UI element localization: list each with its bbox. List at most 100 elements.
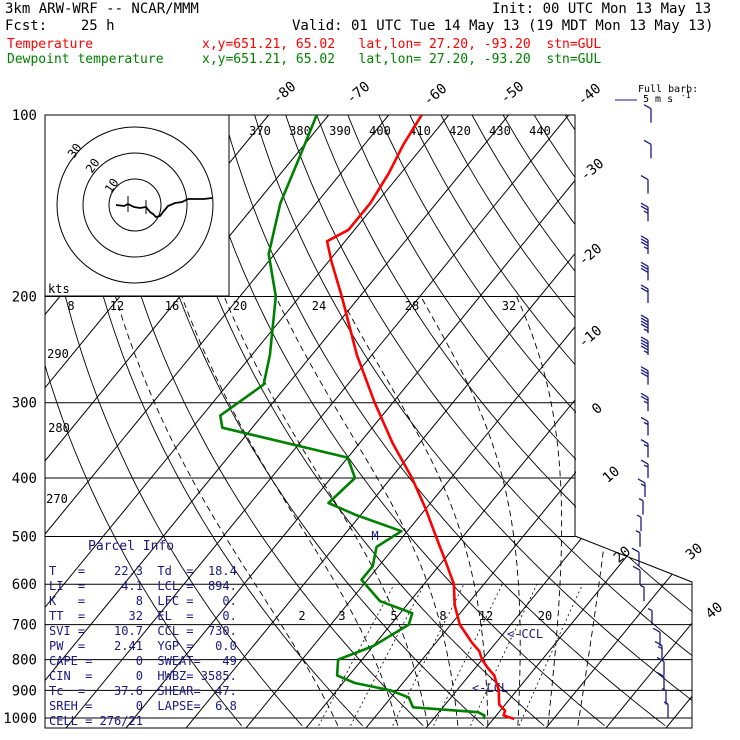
temperature-tick-label: 0 (589, 400, 606, 418)
mixing-ratio-label: 3 (338, 609, 345, 623)
wind-barb-half (643, 350, 649, 354)
mixing-ratio-label: 5 (390, 609, 397, 623)
mixing-ratio-line (392, 584, 465, 726)
hodograph-frame (44, 114, 230, 297)
hodograph-axis-label: 32 (502, 299, 516, 313)
temperature-tick-label: -50 (498, 79, 528, 108)
isotherm-line (363, 115, 692, 728)
wind-barb-flag (640, 372, 649, 378)
wind-barb-flag (640, 241, 649, 247)
dewpoint-location: x,y=651.21, 65.02 lat,lon= 27.20, -93.20… (202, 52, 602, 67)
wind-barb-half (643, 210, 649, 214)
wind-barb (632, 565, 641, 585)
wind-barb-half (635, 530, 641, 534)
hodograph-axis-label: 12 (110, 299, 124, 313)
hodograph-ring (108, 178, 162, 232)
wind-barb (639, 584, 645, 602)
init-time: Init: 00 UTC Mon 13 May 13 (492, 1, 712, 17)
wind-barb-flag (640, 439, 649, 445)
isotherm-line (45, 115, 510, 728)
model-title: 3km ARW-WRF -- NCAR/MMM (5, 1, 199, 17)
wind-barb (647, 608, 653, 625)
wind-barb (643, 139, 652, 159)
hodograph-ring-label: 20 (83, 156, 103, 176)
dry-adiabat-line (45, 115, 303, 727)
chart-header: 3km ARW-WRF -- NCAR/MMM Init: 00 UTC Mon… (0, 0, 740, 70)
hodograph-ring (82, 152, 188, 258)
lcl-marker: <-LCL (472, 681, 508, 695)
moist-adiabat-line (420, 296, 521, 726)
wind-barb (640, 366, 649, 385)
wind-barb-half (643, 444, 649, 448)
wind-barb (638, 498, 644, 515)
wind-barb-flag (640, 339, 649, 345)
theta-label: 380 (289, 124, 311, 138)
theta-label: 430 (489, 124, 511, 138)
hodograph-axis-label: 20 (233, 299, 247, 313)
wind-barb-half (643, 328, 649, 332)
wind-barb (640, 261, 649, 281)
wind-barb-half (636, 514, 642, 518)
parcel-row: LI = 4.1 LCL = 894. (49, 579, 237, 593)
valid-time: Valid: 01 UTC Tue 14 May 13 (19 MDT Mon … (292, 18, 714, 34)
wind-barb (640, 336, 649, 355)
wind-barb (640, 284, 649, 303)
pressure-label: 600 (12, 577, 37, 593)
moist-adiabat-line (577, 296, 617, 726)
mixing-ratio-line (350, 584, 425, 726)
wind-barb-half (661, 687, 667, 692)
wind-barb-flag (643, 104, 652, 110)
moist-adiabat-line (223, 296, 429, 726)
theta-label: 370 (249, 124, 271, 138)
theta-label: 280 (48, 421, 70, 435)
wind-barb-flag (637, 478, 646, 484)
isotherm-line (423, 115, 692, 728)
wind-barb (640, 416, 649, 436)
pressure-label: 1000 (3, 711, 37, 727)
wind-barb-half (643, 246, 649, 250)
wind-barb (640, 175, 649, 194)
pressure-label: 800 (12, 653, 37, 669)
isotherm-line (123, 115, 630, 728)
hodograph-axis-label: 16 (165, 299, 179, 313)
temperature-tick-label: 10 (600, 463, 623, 486)
wind-barb-half (643, 421, 649, 426)
wind-barb-half (643, 464, 649, 468)
parcel-info-panel: Parcel Info T = 22.3 Td = 18.4 LI = 4.1 … (41, 538, 237, 728)
barb-key-label: Full barb: (638, 84, 698, 95)
hodograph-units-label: kts (48, 282, 70, 296)
isotherm-line (603, 115, 692, 728)
isotherm-line (543, 115, 692, 728)
parcel-row: TT = 32 EL = 0. (49, 609, 237, 623)
isotherm-line (45, 115, 330, 728)
wind-barb (631, 547, 640, 567)
wind-barb-flag (640, 366, 649, 372)
temperature-tick-label: -30 (578, 156, 608, 185)
plot-frame (44, 114, 693, 729)
dry-adiabat-line (67, 115, 364, 727)
wind-barb (656, 656, 665, 676)
dry-adiabat-line (316, 115, 692, 727)
pressure-label: 900 (12, 683, 37, 699)
wind-barb-flag (632, 565, 641, 571)
wind-barb-flag (640, 261, 649, 267)
wind-barb-flag (640, 459, 649, 465)
hodograph-ring-label: 10 (102, 176, 122, 196)
temperature-tick-label: -80 (270, 79, 300, 108)
dry-adiabat-line (347, 115, 692, 727)
temperature-location: x,y=651.21, 65.02 lat,lon= 27.20, -93.20… (202, 37, 602, 52)
parcel-row: Tc = 37.6 SHEAR= 47. (49, 684, 237, 698)
wind-barb-flag (656, 671, 665, 677)
isotherm-line (303, 115, 692, 728)
dry-adiabat-line (223, 115, 666, 727)
wind-barb-flag (654, 640, 663, 647)
barb-key-units: 5 m s (643, 94, 673, 105)
forecast-hour: Fcst: 25 h (5, 18, 115, 34)
hodograph-ring-label: 30 (65, 141, 85, 161)
wind-barb-flag (640, 175, 649, 181)
parcel-row: SVI = 10.7 CCL = 730. (49, 624, 237, 638)
wind-barb-flag (640, 202, 649, 208)
parcel-row: K = 8 LFC = 0. (49, 594, 237, 608)
hodograph-axis-label: 8 (67, 299, 74, 313)
